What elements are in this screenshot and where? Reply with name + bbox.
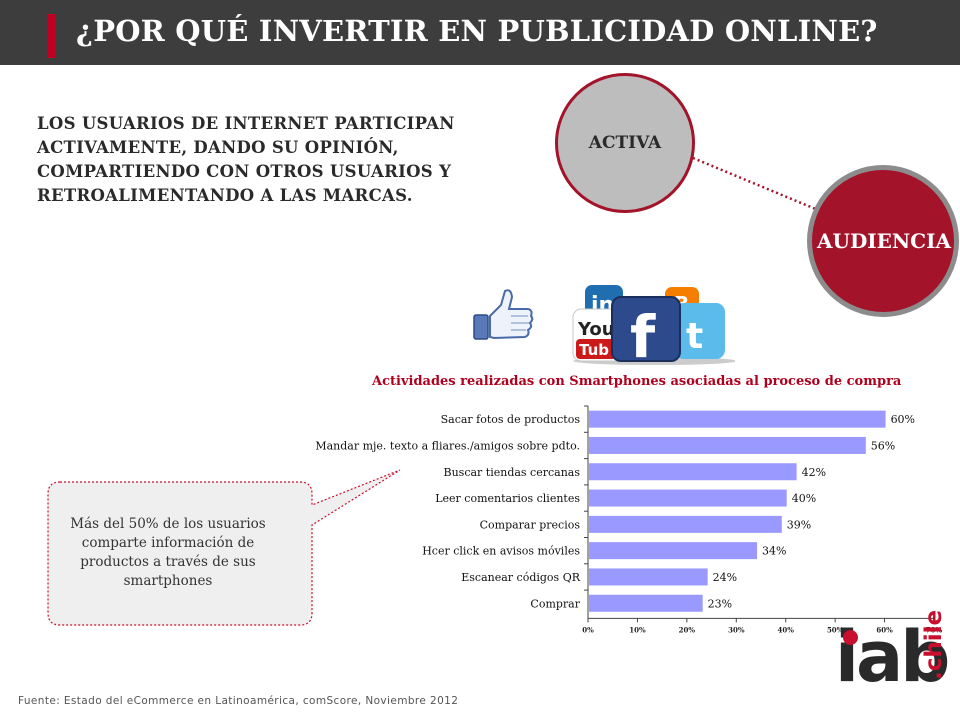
category-label: Comprar bbox=[530, 597, 580, 610]
data-label: 39% bbox=[787, 518, 811, 531]
category-label: Hcer click en avisos móviles bbox=[422, 545, 580, 558]
chart-title: Actividades realizadas con Smartphones a… bbox=[372, 374, 902, 389]
bar bbox=[589, 594, 703, 612]
x-tick-label: 50% bbox=[827, 625, 844, 634]
x-tick-label: 60% bbox=[876, 625, 893, 634]
data-label: 40% bbox=[792, 492, 816, 505]
category-label: Buscar tiendas cercanas bbox=[444, 466, 581, 479]
twitter-icon: t bbox=[675, 303, 725, 359]
facebook-icon: f bbox=[611, 296, 681, 365]
intro-text: LOS USUARIOS DE INTERNET PARTICIPAN ACTI… bbox=[37, 112, 517, 208]
category-label: Escanear códigos QR bbox=[461, 571, 580, 584]
intro-line: LOS USUARIOS DE INTERNET PARTICIPAN bbox=[37, 114, 455, 133]
x-tick-label: 30% bbox=[728, 625, 745, 634]
bar bbox=[589, 489, 787, 507]
bar bbox=[589, 436, 866, 454]
title-bar: ¿POR QUÉ INVERTIR EN PUBLICIDAD ONLINE? bbox=[0, 0, 960, 65]
title-accent bbox=[48, 14, 56, 58]
twitter-label: t bbox=[686, 316, 703, 357]
x-tick-label: 20% bbox=[679, 625, 696, 634]
x-tick-label: 70% bbox=[926, 625, 943, 634]
data-label: 60% bbox=[891, 413, 915, 426]
data-label: 24% bbox=[713, 571, 737, 584]
x-tick-label: 0% bbox=[582, 625, 594, 634]
bar bbox=[589, 568, 708, 586]
callout-text: Más del 50% de los usuarios comparte inf… bbox=[48, 515, 288, 591]
bar bbox=[589, 542, 758, 560]
category-label: Comparar precios bbox=[480, 518, 581, 531]
callout-line: Más del 50% de los usuarios bbox=[70, 516, 266, 532]
category-label: Mandar mje. texto a fliares./amigos sobr… bbox=[315, 439, 580, 452]
data-label: 23% bbox=[708, 597, 732, 610]
logo-chile: .chile bbox=[921, 609, 947, 680]
x-tick-label: 10% bbox=[629, 625, 646, 634]
bar-chart: Sacar fotos de productos 60% Mandar mje. t… bbox=[315, 405, 943, 634]
x-tick-label: 40% bbox=[778, 625, 795, 634]
data-label: 56% bbox=[871, 439, 895, 452]
category-label: Leer comentarios clientes bbox=[435, 492, 580, 505]
iab-chile-logo: iab .chile bbox=[835, 610, 960, 720]
callout-line: smartphones bbox=[123, 573, 213, 589]
source-note: Fuente: Estado del eCommerce en Latinoam… bbox=[18, 695, 459, 707]
bar bbox=[589, 410, 886, 428]
circle-audiencia-label: AUDIENCIA bbox=[817, 229, 951, 253]
circle-activa: ACTIVA bbox=[555, 73, 695, 213]
bar bbox=[589, 463, 797, 481]
intro-line: ACTIVAMENTE, DANDO SU OPINIÓN, bbox=[37, 138, 399, 157]
circle-audiencia: AUDIENCIA bbox=[807, 165, 959, 317]
category-label: Sacar fotos de productos bbox=[441, 413, 581, 426]
callout-line: comparte información de bbox=[81, 535, 255, 551]
intro-line: RETROALIMENTANDO A LAS MARCAS. bbox=[37, 186, 413, 205]
logo-dot bbox=[843, 630, 858, 645]
thumbs-up-icon bbox=[473, 289, 534, 340]
callout-line: productos a través de sus bbox=[80, 554, 256, 570]
youtube-label-2: Tub bbox=[579, 341, 609, 359]
callout-bubble bbox=[47, 469, 401, 626]
data-label: 34% bbox=[762, 545, 786, 558]
facebook-label: f bbox=[630, 303, 656, 365]
circle-activa-label: ACTIVA bbox=[588, 133, 662, 153]
slide-title: ¿POR QUÉ INVERTIR EN PUBLICIDAD ONLINE? bbox=[76, 14, 878, 48]
youtube-label-1: You bbox=[577, 319, 615, 340]
bar bbox=[589, 515, 782, 533]
intro-line: COMPARTIENDO CON OTROS USUARIOS Y bbox=[37, 162, 452, 181]
data-label: 42% bbox=[802, 466, 826, 479]
social-media-icons: in B You Tub t f bbox=[473, 285, 735, 365]
